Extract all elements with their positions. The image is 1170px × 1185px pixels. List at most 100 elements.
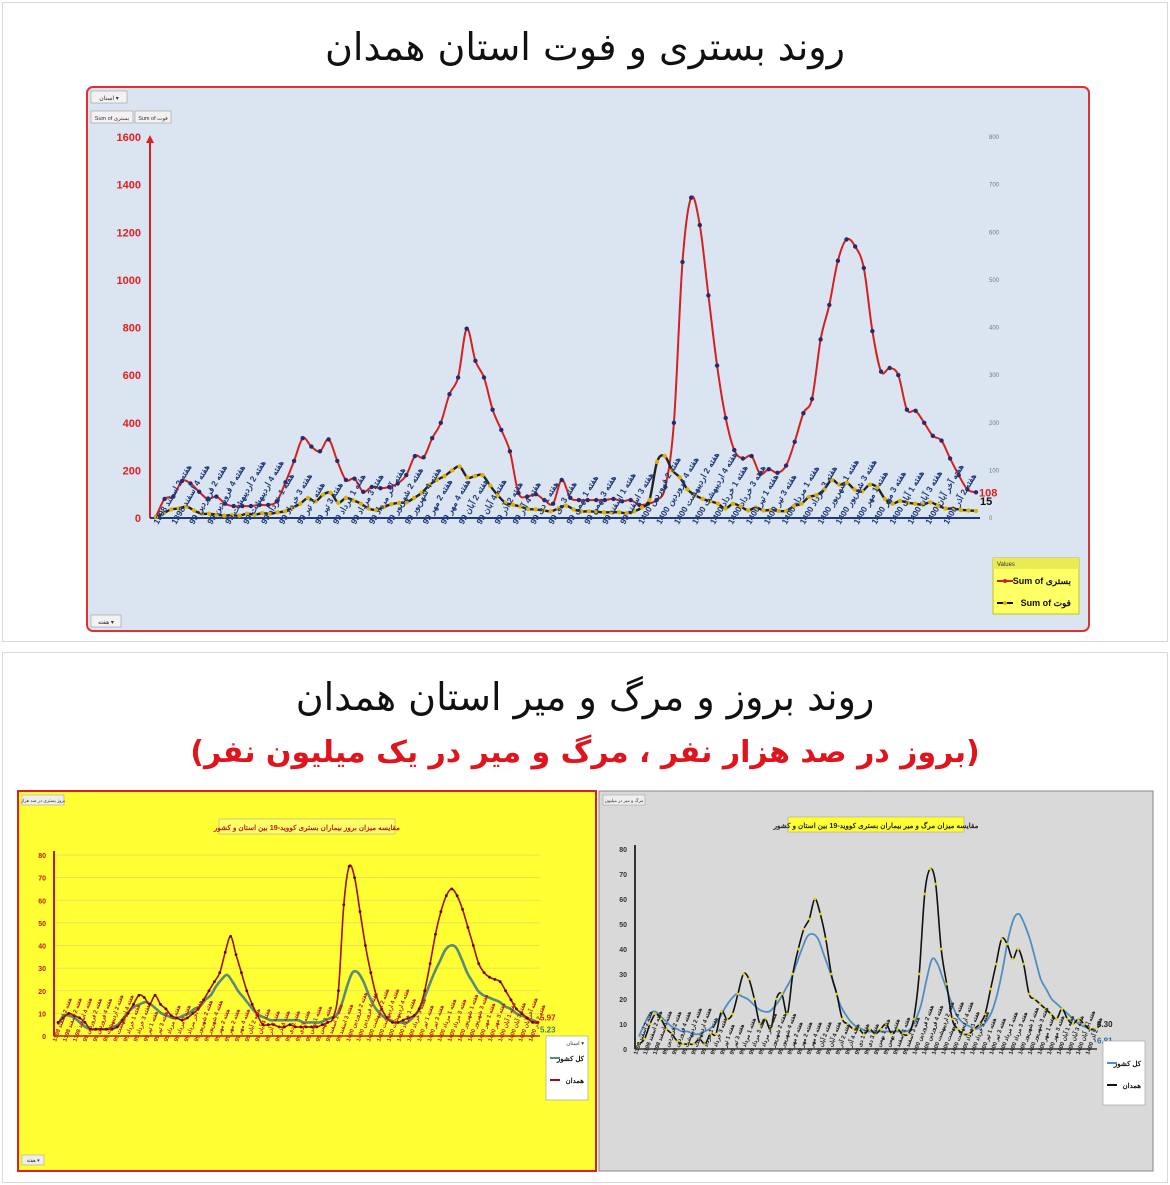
- incidence-chart-week-button[interactable]: [21, 1154, 45, 1166]
- incidence-chart-hamedan-point: [515, 1007, 518, 1011]
- hosp-series-point: [861, 265, 866, 271]
- mortality-chart-y-tick: 10: [619, 1022, 627, 1029]
- mortality-chart-hamedan-point: [1088, 1027, 1091, 1031]
- field-button-hosp[interactable]: [90, 110, 134, 124]
- mortality-chart-hamedan-point: [1066, 1017, 1069, 1021]
- mortality-chart-hamedan-last-label: 8.30: [1097, 1020, 1113, 1029]
- mortality-chart-hamedan-point: [846, 1022, 850, 1026]
- hosp-series-point: [438, 420, 443, 425]
- incidence-chart-hamedan-point: [256, 1014, 259, 1017]
- death-series-point: [510, 502, 516, 507]
- incidence-chart-corner-button[interactable]: [21, 794, 65, 806]
- death-series-point: [336, 500, 341, 505]
- left-tick-label: 0: [135, 513, 141, 525]
- death-series-point: [821, 487, 827, 492]
- incidence-chart-hamedan-point: [288, 1023, 292, 1027]
- death-series-point: [480, 472, 485, 478]
- death-series-point: [465, 475, 470, 480]
- death-series-point: [685, 487, 690, 492]
- death-series-point: [609, 510, 614, 515]
- legend-hosp-label: Sum of بستری: [1013, 576, 1071, 587]
- death-series-point: [343, 495, 348, 501]
- filter-button-province[interactable]: [90, 90, 128, 104]
- death-series-point: [548, 509, 553, 514]
- mortality-chart-title-box: [787, 816, 965, 833]
- axis-button-week-label: هفته ▾: [98, 620, 114, 626]
- incidence-chart-hamedan-point: [374, 993, 378, 997]
- left-tick-label: 600: [123, 370, 141, 382]
- death-series-point: [244, 511, 250, 516]
- hosp-series-point: [904, 407, 910, 412]
- hosp-series-point: [464, 326, 469, 331]
- death-series-point: [905, 500, 910, 505]
- incidence-chart-frame: [17, 790, 597, 1172]
- right-tick-label: 100: [989, 468, 1000, 474]
- hosp-series-point: [697, 222, 702, 228]
- incidence-chart-hamedan-point: [450, 887, 454, 891]
- mortality-chart-hamedan-point: [906, 1032, 910, 1036]
- right-tick-label: 200: [989, 421, 1000, 427]
- death-series-point: [738, 504, 743, 509]
- hosp-series-point: [973, 490, 979, 495]
- death-series-point: [434, 477, 440, 483]
- incidence-chart-hamedan-point: [186, 1016, 189, 1020]
- incidence-chart-hamedan-point: [94, 1027, 98, 1031]
- incidence-chart-title: مقایسه میزان بروز بیماران بستری کووید-19…: [213, 823, 400, 832]
- mortality-chart-hamedan-point: [774, 997, 778, 1001]
- hosp-series-point: [447, 392, 452, 397]
- mortality-chart-legend-country-label: کل کشور: [1113, 1060, 1142, 1068]
- incidence-chart-hamedan-point: [72, 1014, 76, 1017]
- top-title: روند بستری و فوت استان همدان: [325, 25, 845, 69]
- incidence-chart-hamedan-point: [423, 989, 427, 993]
- hosp-series-point: [179, 478, 185, 484]
- mortality-chart-hamedan-point: [670, 1032, 674, 1036]
- mortality-chart-corner-button[interactable]: [602, 794, 646, 806]
- death-series-point: [571, 507, 576, 512]
- hosp-series-point: [171, 494, 176, 499]
- incidence-chart-hamedan-point: [121, 1018, 125, 1022]
- axis-button-week[interactable]: [90, 614, 122, 628]
- incidence-chart-y-tick: 60: [38, 898, 46, 905]
- incidence-chart-hamedan-point: [358, 910, 362, 913]
- death-series-point: [472, 473, 478, 479]
- mortality-chart-hamedan-point: [857, 1027, 861, 1031]
- chart-frame: [86, 86, 1090, 632]
- incidence-chart-hamedan-point: [520, 1012, 524, 1015]
- mortality-chart-hamedan-point: [1060, 1007, 1064, 1011]
- death-series-point: [935, 503, 941, 508]
- incidence-chart-y-tick: 40: [38, 944, 46, 951]
- hosp-series-point: [533, 492, 538, 497]
- hosp-series-point: [922, 420, 927, 425]
- mortality-chart-hamedan-point: [1044, 1007, 1047, 1011]
- death-series-point: [943, 506, 948, 511]
- death-series-point: [495, 492, 500, 498]
- mortality-chart-y-tick: 40: [619, 947, 627, 954]
- hosp-series-point: [732, 447, 737, 453]
- hosp-series-point: [801, 411, 806, 416]
- hosp-series-point: [257, 502, 262, 508]
- hosp-series-point: [654, 497, 659, 503]
- mortality-chart-hamedan-point: [796, 947, 800, 951]
- incidence-chart-hamedan-point: [428, 962, 432, 965]
- hosp-series-point: [766, 467, 771, 472]
- incidence-chart-hamedan-point: [159, 1002, 162, 1006]
- hosp-series-point: [369, 484, 374, 490]
- death-series-point: [761, 508, 766, 513]
- death-series-point: [913, 501, 918, 506]
- mortality-chart-hamedan-point: [1038, 1002, 1042, 1006]
- mortality-chart-hamedan-point: [813, 897, 817, 901]
- incidence-chart-hamedan-point: [525, 1016, 529, 1020]
- incidence-chart-hamedan-point: [83, 1021, 87, 1024]
- death-series-point: [389, 502, 394, 507]
- death-series-point: [715, 501, 721, 506]
- incidence-chart-y-tick: 20: [38, 989, 46, 996]
- field-button-death[interactable]: [134, 110, 172, 124]
- death-series-point: [882, 496, 888, 502]
- mortality-chart-hamedan-point: [884, 1022, 888, 1026]
- legend-death-label: Sum of فوت: [1021, 598, 1071, 609]
- death-series-point: [920, 502, 926, 507]
- mortality-chart-hamedan-point: [747, 977, 751, 981]
- incidence-chart-hamedan-point: [110, 1027, 114, 1031]
- left-tick-label: 800: [123, 323, 141, 335]
- hosp-series-point: [525, 494, 530, 499]
